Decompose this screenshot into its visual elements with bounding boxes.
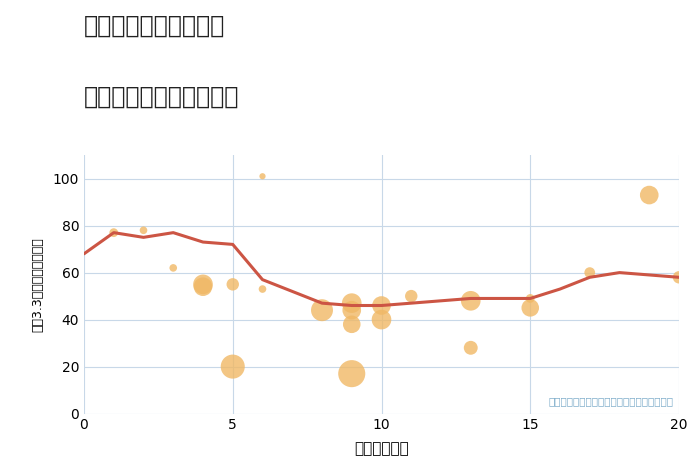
Y-axis label: 坪（3.3㎡）単価（万円）: 坪（3.3㎡）単価（万円）	[32, 237, 44, 332]
Point	[376, 316, 387, 323]
Point	[257, 172, 268, 180]
Point	[316, 306, 328, 314]
Point	[525, 295, 536, 302]
Point	[346, 299, 357, 307]
Point	[584, 269, 595, 276]
X-axis label: 駅距離（分）: 駅距離（分）	[354, 441, 409, 456]
Point	[525, 304, 536, 312]
Point	[108, 229, 119, 236]
Point	[227, 281, 238, 288]
Text: 兵庫県姫路市青山北の: 兵庫県姫路市青山北の	[84, 14, 225, 38]
Point	[465, 344, 476, 352]
Point	[227, 363, 238, 370]
Point	[465, 297, 476, 305]
Point	[673, 274, 685, 281]
Text: 駅距離別中古戸建て価格: 駅距離別中古戸建て価格	[84, 85, 239, 109]
Point	[138, 227, 149, 234]
Point	[644, 191, 655, 199]
Point	[257, 285, 268, 293]
Point	[406, 292, 417, 300]
Point	[376, 302, 387, 309]
Point	[346, 306, 357, 314]
Point	[346, 321, 357, 328]
Point	[168, 264, 179, 272]
Point	[197, 281, 209, 288]
Text: 円の大きさは、取引のあった物件面積を示す: 円の大きさは、取引のあった物件面積を示す	[548, 397, 673, 407]
Point	[197, 283, 209, 290]
Point	[346, 370, 357, 377]
